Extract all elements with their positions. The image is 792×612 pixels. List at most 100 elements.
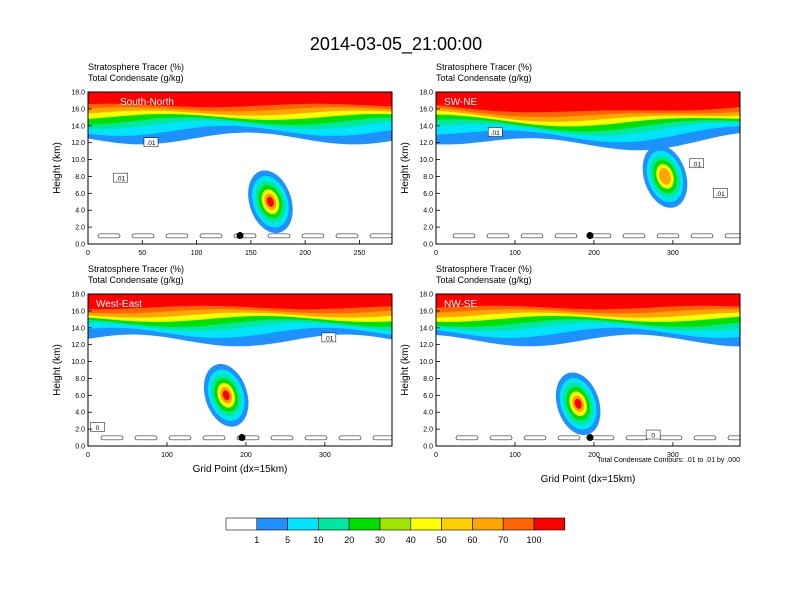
axes: 0.0 2.0 4.0 6.0 8.0 10.0 12.0 14.0 16.0 18.0 0 50 10… [71,90,365,258]
y-tick-label: 18.0 [419,90,433,97]
contour-label: .01 [324,335,333,342]
panel-header-condensate: Total Condensate (g/kg) [436,73,532,83]
x-tick-label: 0 [434,250,438,257]
condensate-contour [199,233,223,239]
x-tick-label: 300 [667,250,679,257]
panel-west-east: Stratosphere Tracer (%) Total Condensate… [52,264,393,475]
colorbar-swatch [410,517,442,531]
y-tick-label: 18.0 [71,90,85,97]
colorbar-label: 40 [406,535,416,545]
colorbar-label: 100 [526,535,541,545]
panel-nw-se: Stratosphere Tracer (%) Total Condensate… [400,264,741,485]
y-tick-label: 0.0 [423,444,433,451]
y-tick-label: 12.0 [419,140,433,147]
y-tick-label: 2.0 [423,225,433,232]
y-tick-label: 12.0 [419,342,433,349]
y-tick-label: 6.0 [423,191,433,198]
tracer-plume-ring [659,168,671,185]
y-tick-label: 6.0 [75,191,85,198]
condensate-contour [236,435,260,441]
figure-title: 2014-03-05_21:00:00 [310,34,482,55]
y-tick-label: 10.0 [71,359,85,366]
contour-note: Total Condensate Contours: .01 to .01 by… [597,457,740,464]
axes: 0.0 2.0 4.0 6.0 8.0 10.0 12.0 14.0 16.0 18.0 0 100 2… [419,90,678,258]
panel-header-condensate: Total Condensate (g/kg) [88,275,184,285]
contour-label: .01 [491,130,500,137]
colorbar-swatch [256,517,288,531]
x-tick-label: 100 [509,250,521,257]
panel-label: SW-NE [444,97,477,108]
x-tick-label: 50 [138,250,146,257]
y-tick-label: 2.0 [75,427,85,434]
y-tick-label: 6.0 [423,393,433,400]
y-tick-label: 14.0 [71,123,85,130]
tracer-field: 0 [436,294,740,442]
panel-header-tracer: Stratosphere Tracer (%) [436,264,532,274]
contour-label: .01 [116,176,125,183]
y-tick-label: 4.0 [75,208,85,215]
plot-frame [435,293,741,447]
colorbar-swatch [502,517,535,531]
panel-header-tracer: Stratosphere Tracer (%) [88,264,184,274]
condensate-contour [134,435,158,441]
y-tick-label: 14.0 [419,123,433,130]
condensate-contour [659,435,683,441]
condensate-contour [557,435,581,441]
tracer-field: .01 .01 .01 [436,92,740,240]
y-tick-label: 12.0 [71,342,85,349]
x-axis-label: Grid Point (dx=15km) [541,474,636,485]
contour-label: .01 [146,140,155,147]
x-tick-label: 100 [509,452,521,459]
y-tick-label: 4.0 [423,208,433,215]
condensate-contour [233,233,257,239]
colorbar-swatch [318,517,350,531]
condensate-contour [693,435,717,441]
tracer-plume-ring [266,196,274,207]
y-tick-label: 10.0 [71,157,85,164]
colorbar-label: 5 [285,535,290,545]
condensate-contour [131,233,155,239]
x-tick-label: 0 [434,452,438,459]
y-tick-label: 6.0 [75,393,85,400]
panel-header-condensate: Total Condensate (g/kg) [88,73,184,83]
y-tick-label: 8.0 [75,174,85,181]
condensate-contour [97,233,121,239]
x-axis-label: Grid Point (dx=15km) [193,464,288,475]
x-tick-label: 0 [86,250,90,257]
y-tick-label: 16.0 [419,106,433,113]
colorbar-swatch [379,517,412,531]
y-tick-label: 8.0 [423,174,433,181]
contour-label: .01 [692,161,701,168]
contour-label-box [487,127,503,137]
axes: 0.0 2.0 4.0 6.0 8.0 10.0 12.0 14.0 16.0 18.0 0 100 2… [71,292,330,460]
y-tick-label: 10.0 [419,157,433,164]
location-marker [238,434,246,442]
y-tick-label: 14.0 [419,325,433,332]
x-tick-label: 200 [299,250,311,257]
condensate-contour [656,233,680,239]
contour-label-box [713,188,728,198]
colorbar-swatch [533,517,566,531]
colorbar-swatch [225,517,258,531]
location-marker [586,434,594,442]
x-tick-label: 300 [319,452,331,459]
colorbar-swatch [287,517,319,531]
condensate-contour [202,435,226,441]
condensate-contour [301,233,325,239]
colorbar-swatch [348,517,381,531]
contour-label-box [645,429,661,440]
condensate-contour [727,435,740,441]
x-tick-label: 100 [161,452,173,459]
y-tick-label: 18.0 [419,292,433,299]
condensate-contour [486,233,510,239]
condensate-contour [523,435,547,441]
condensate-contour [690,233,714,239]
panel-header-tracer: Stratosphere Tracer (%) [88,62,184,72]
y-axis-label: Height (km) [400,142,411,194]
tracer-field: .01 .01 [88,92,392,240]
tracer-field: 0.01 [88,294,392,442]
plot-frame [435,91,741,245]
tracer-band-layer [436,92,740,113]
plot-frame [87,293,393,447]
condensate-contour [338,435,362,441]
